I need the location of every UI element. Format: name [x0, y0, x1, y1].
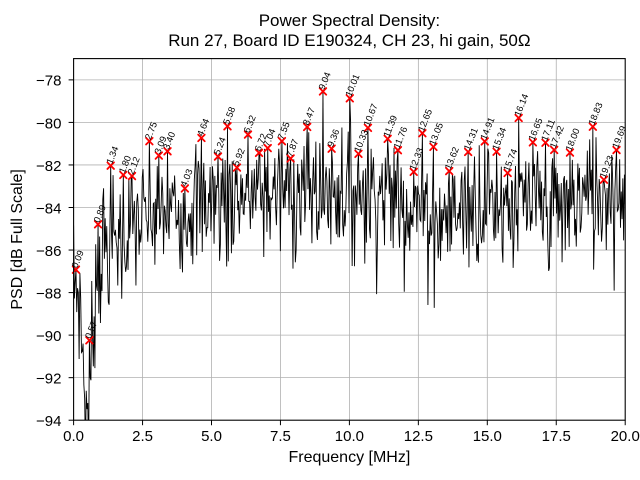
- svg-text:Power Spectral Density:: Power Spectral Density:: [259, 11, 440, 30]
- svg-text:20.0: 20.0: [611, 428, 640, 445]
- svg-text:−86: −86: [36, 243, 61, 260]
- svg-text:0.0: 0.0: [63, 428, 84, 445]
- svg-text:PSD [dB Full Scale]: PSD [dB Full Scale]: [9, 169, 26, 310]
- svg-text:−84: −84: [36, 200, 61, 217]
- svg-text:−80: −80: [36, 115, 61, 132]
- svg-text:7.5: 7.5: [270, 428, 291, 445]
- svg-text:−90: −90: [36, 328, 61, 345]
- svg-text:Run 27, Board ID E190324, CH 2: Run 27, Board ID E190324, CH 23, hi gain…: [168, 31, 530, 50]
- svg-text:−92: −92: [36, 371, 61, 388]
- svg-text:−82: −82: [36, 158, 61, 175]
- svg-text:5.0: 5.0: [201, 428, 222, 445]
- svg-text:17.5: 17.5: [542, 428, 571, 445]
- svg-text:−78: −78: [36, 73, 61, 90]
- svg-text:−94: −94: [36, 413, 61, 430]
- svg-text:Frequency [MHz]: Frequency [MHz]: [288, 449, 410, 466]
- svg-text:12.5: 12.5: [404, 428, 433, 445]
- svg-text:−88: −88: [36, 285, 61, 302]
- svg-text:2.5: 2.5: [132, 428, 153, 445]
- svg-text:15.0: 15.0: [473, 428, 502, 445]
- svg-text:10.0: 10.0: [335, 428, 364, 445]
